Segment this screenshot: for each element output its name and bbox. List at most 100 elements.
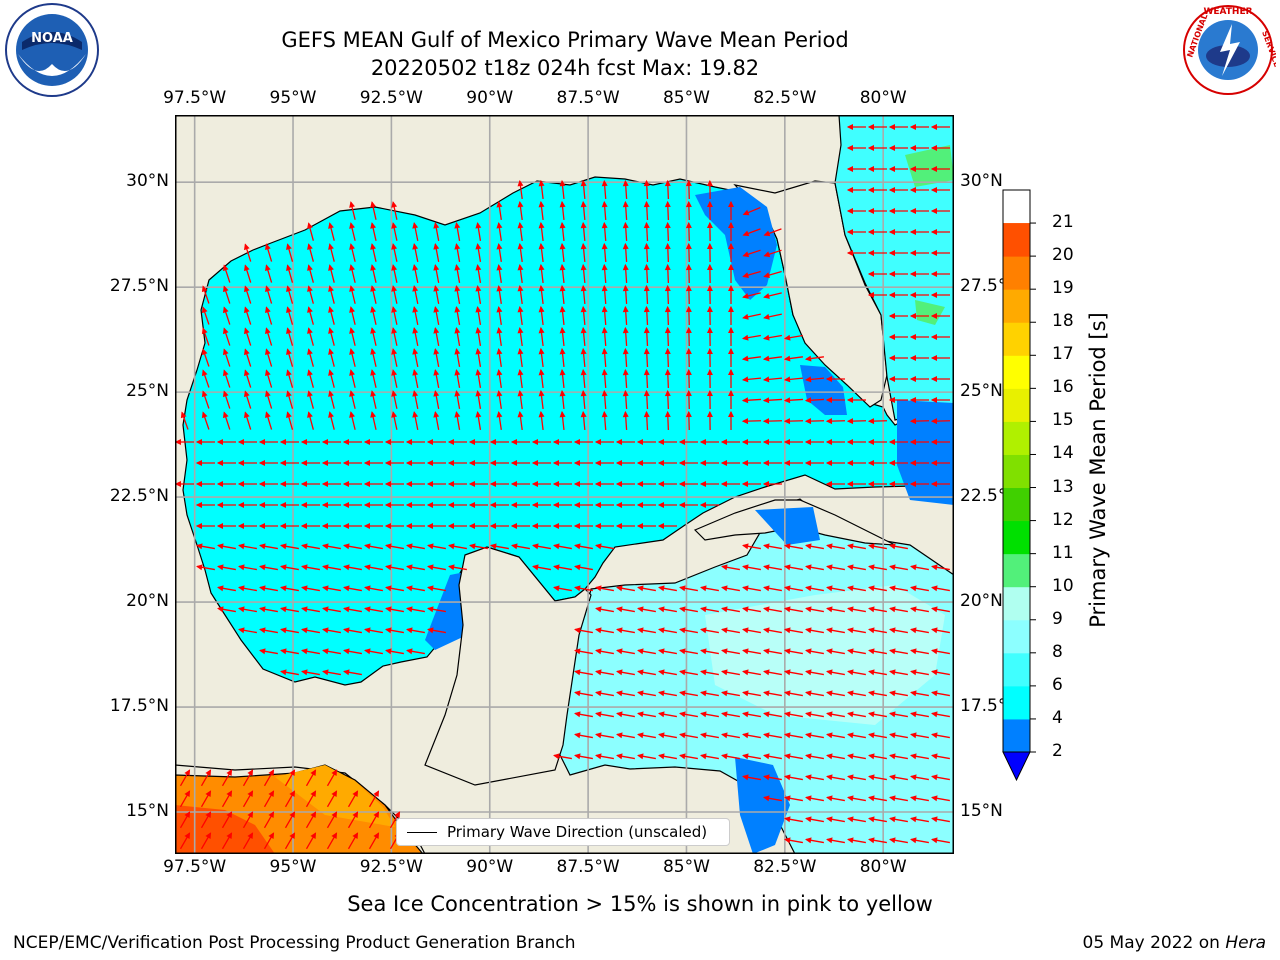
wave-arrow <box>496 200 503 220</box>
wave-arrow <box>196 543 215 550</box>
wave-arrow <box>258 481 278 487</box>
wave-arrow <box>347 790 359 808</box>
wave-arrow <box>847 543 866 550</box>
wave-arrow <box>510 439 530 445</box>
wave-arrow <box>637 648 656 655</box>
wave-arrow <box>706 242 713 263</box>
colorbar-segment <box>1003 388 1030 422</box>
wave-arrow <box>615 460 635 466</box>
wave-arrow <box>658 669 677 676</box>
wave-arrow <box>825 397 845 403</box>
wave-arrow <box>237 460 257 466</box>
wave-arrow <box>658 606 677 613</box>
wave-arrow <box>930 376 950 382</box>
wave-arrow <box>847 816 866 823</box>
wave-arrow <box>263 769 275 787</box>
wave-arrow <box>847 711 866 718</box>
wave-arrow <box>700 648 719 655</box>
wave-arrow <box>412 285 419 304</box>
wave-arrow <box>574 690 593 697</box>
wave-arrow <box>517 326 524 347</box>
colorbar-segment <box>1003 289 1030 323</box>
wave-arrow <box>559 347 566 368</box>
wave-arrow <box>805 564 824 571</box>
wave-arrow <box>328 243 335 262</box>
wave-arrow <box>538 284 545 305</box>
wave-arrow <box>763 585 782 592</box>
wave-arrow <box>286 285 294 304</box>
wave-arrow <box>678 481 698 487</box>
wave-arrow <box>868 732 887 739</box>
colorbar-tick-label: 13 <box>1052 476 1074 497</box>
footer-date-text: 05 May 2022 on <box>1082 933 1220 953</box>
wave-arrow <box>622 221 629 242</box>
wave-arrow <box>301 606 320 613</box>
wave-arrow <box>426 481 446 487</box>
wave-arrow <box>889 837 908 844</box>
wave-arrow <box>889 816 908 823</box>
wave-arrow <box>930 145 950 151</box>
wave-arrow <box>910 837 929 844</box>
wave-arrow <box>658 627 677 634</box>
wave-arrow <box>216 460 236 466</box>
wave-arrow <box>475 368 482 388</box>
colorbar-tick-label: 16 <box>1052 377 1074 398</box>
wave-arrow <box>931 669 950 676</box>
wave-arrow <box>469 543 488 550</box>
colorbar-frame <box>1002 189 1031 753</box>
wave-arrow <box>475 305 482 325</box>
wave-arrow <box>328 222 335 241</box>
wave-arrow <box>643 221 650 242</box>
wave-arrow <box>637 690 656 697</box>
colorbar-segment <box>1003 619 1030 654</box>
wave-arrow <box>909 271 929 277</box>
wave-arrow <box>531 481 551 487</box>
wave-arrow <box>217 543 236 550</box>
lon-tick-label: 82.5°W <box>753 857 817 877</box>
wave-arrow <box>741 481 761 487</box>
footer-date: 05 May 2022 on Hera <box>1083 933 1267 953</box>
atlantic-ocean-area <box>834 115 954 421</box>
wave-arrow <box>559 389 566 410</box>
green-patch-north <box>905 145 954 187</box>
wave-arrow <box>195 481 215 487</box>
wave-arrow <box>328 390 335 409</box>
map-frame <box>175 115 954 854</box>
wave-arrow <box>846 166 866 172</box>
wave-arrow <box>868 753 887 760</box>
wave-arrow <box>805 627 824 634</box>
wave-arrow <box>867 460 887 466</box>
wave-arrow <box>868 627 887 634</box>
wave-arrow <box>280 564 299 571</box>
wave-arrow <box>763 228 782 237</box>
wave-arrow <box>532 564 551 571</box>
wave-arrow <box>412 369 419 388</box>
wave-arrow <box>385 606 404 613</box>
wave-arrow <box>847 837 866 844</box>
wave-arrow <box>301 627 320 634</box>
wave-arrow <box>846 208 866 214</box>
lat-tick-label: 20°N <box>960 591 1003 612</box>
wave-arrow <box>412 390 419 409</box>
wave-arrow <box>454 348 461 367</box>
wave-arrow <box>763 313 782 320</box>
wave-arrow <box>447 439 467 445</box>
wave-arrow <box>601 284 608 305</box>
wave-arrow <box>664 305 671 326</box>
wave-arrow <box>930 166 950 172</box>
wave-arrow <box>763 795 782 802</box>
wave-arrow <box>909 124 929 130</box>
wave-arrow <box>706 263 713 284</box>
wave-arrow <box>783 355 804 362</box>
wave-arrow <box>286 264 294 283</box>
wave-arrow <box>847 753 866 760</box>
wave-arrow <box>216 481 236 487</box>
wave-arrow <box>783 376 804 383</box>
wave-arrow <box>433 222 440 241</box>
wave-arrow <box>242 811 254 829</box>
wave-arrow <box>784 669 803 676</box>
wave-arrow <box>243 306 252 325</box>
lon-tick-label: 92.5°W <box>359 857 423 877</box>
wave-arrow <box>201 411 210 430</box>
wave-arrow <box>405 460 425 466</box>
